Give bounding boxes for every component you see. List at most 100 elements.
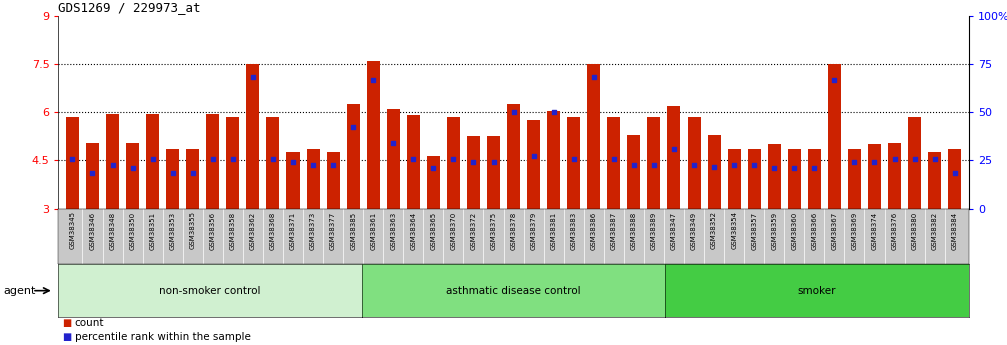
Bar: [767, 144, 780, 209]
Bar: [547, 110, 560, 209]
Point: [526, 153, 542, 158]
Point: [566, 156, 582, 161]
Bar: [787, 149, 801, 209]
Bar: [267, 117, 280, 209]
Text: count: count: [75, 318, 104, 327]
Point: [265, 156, 281, 161]
Point: [204, 156, 221, 161]
Bar: [186, 149, 199, 209]
Text: asthmatic disease control: asthmatic disease control: [446, 286, 581, 296]
Text: GSM38380: GSM38380: [911, 211, 917, 250]
Point: [145, 156, 161, 161]
Text: GDS1269 / 229973_at: GDS1269 / 229973_at: [58, 1, 201, 14]
Point: [625, 162, 641, 168]
Bar: [407, 115, 420, 209]
Text: GSM38346: GSM38346: [90, 211, 96, 250]
Text: smoker: smoker: [798, 286, 836, 296]
Text: GSM38385: GSM38385: [350, 211, 356, 250]
Point: [225, 156, 241, 161]
Bar: [346, 104, 359, 209]
Bar: [427, 156, 440, 209]
Point: [405, 156, 421, 161]
Bar: [447, 117, 460, 209]
Text: GSM38379: GSM38379: [531, 211, 537, 250]
Bar: [668, 106, 681, 209]
Point: [606, 156, 622, 161]
Bar: [367, 61, 380, 209]
Point: [786, 166, 803, 171]
Text: GSM38370: GSM38370: [450, 211, 456, 250]
Point: [546, 109, 562, 115]
Bar: [227, 117, 240, 209]
Text: GSM38378: GSM38378: [511, 211, 517, 250]
Text: GSM38356: GSM38356: [209, 211, 215, 250]
Text: GSM38353: GSM38353: [170, 211, 175, 250]
Point: [105, 162, 121, 168]
Text: GSM38384: GSM38384: [952, 211, 958, 250]
Text: GSM38359: GSM38359: [771, 211, 777, 250]
Point: [386, 140, 402, 146]
Point: [866, 159, 882, 165]
Text: GSM38351: GSM38351: [150, 211, 156, 250]
Point: [947, 170, 963, 176]
Text: GSM38369: GSM38369: [852, 211, 857, 250]
Point: [64, 156, 81, 161]
Text: GSM38376: GSM38376: [891, 211, 897, 250]
Bar: [607, 117, 620, 209]
Point: [726, 162, 742, 168]
Point: [586, 74, 602, 79]
Bar: [648, 117, 661, 209]
Bar: [728, 149, 741, 209]
Point: [366, 77, 382, 83]
Point: [465, 159, 481, 165]
Text: GSM38373: GSM38373: [310, 211, 316, 250]
Point: [85, 170, 101, 176]
Text: GSM38375: GSM38375: [490, 211, 496, 250]
Point: [345, 124, 362, 129]
Text: GSM38358: GSM38358: [230, 211, 236, 250]
Text: GSM38386: GSM38386: [591, 211, 597, 250]
Text: GSM38360: GSM38360: [792, 211, 798, 250]
Bar: [166, 149, 179, 209]
Text: agent: agent: [3, 286, 35, 296]
Bar: [467, 136, 480, 209]
Text: GSM38383: GSM38383: [571, 211, 577, 250]
Text: GSM38374: GSM38374: [871, 211, 877, 250]
Bar: [286, 152, 299, 209]
Text: non-smoker control: non-smoker control: [159, 286, 261, 296]
Point: [766, 166, 782, 171]
Point: [445, 156, 461, 161]
Point: [305, 162, 321, 168]
Bar: [688, 117, 701, 209]
Text: GSM38381: GSM38381: [551, 211, 557, 250]
Point: [706, 164, 722, 170]
Bar: [928, 152, 942, 209]
Text: GSM38362: GSM38362: [250, 211, 256, 250]
Text: GSM38364: GSM38364: [410, 211, 416, 250]
Text: ■: ■: [62, 333, 71, 342]
Bar: [146, 114, 159, 209]
Text: GSM38352: GSM38352: [711, 211, 717, 249]
Point: [827, 77, 843, 83]
Bar: [126, 143, 139, 209]
Text: GSM38388: GSM38388: [630, 211, 636, 250]
Point: [125, 166, 141, 171]
Point: [886, 156, 902, 161]
Bar: [868, 144, 881, 209]
Point: [686, 162, 702, 168]
Point: [485, 159, 501, 165]
Bar: [508, 104, 520, 209]
Bar: [567, 117, 580, 209]
Text: GSM38363: GSM38363: [391, 211, 397, 250]
Bar: [747, 149, 760, 209]
Bar: [487, 136, 500, 209]
Bar: [808, 149, 821, 209]
Text: GSM38372: GSM38372: [470, 211, 476, 250]
Text: GSM38357: GSM38357: [751, 211, 757, 250]
Point: [184, 170, 200, 176]
Bar: [908, 117, 921, 209]
Text: GSM38365: GSM38365: [430, 211, 436, 250]
Text: GSM38354: GSM38354: [731, 211, 737, 249]
Point: [164, 170, 180, 176]
Text: GSM38389: GSM38389: [651, 211, 657, 250]
